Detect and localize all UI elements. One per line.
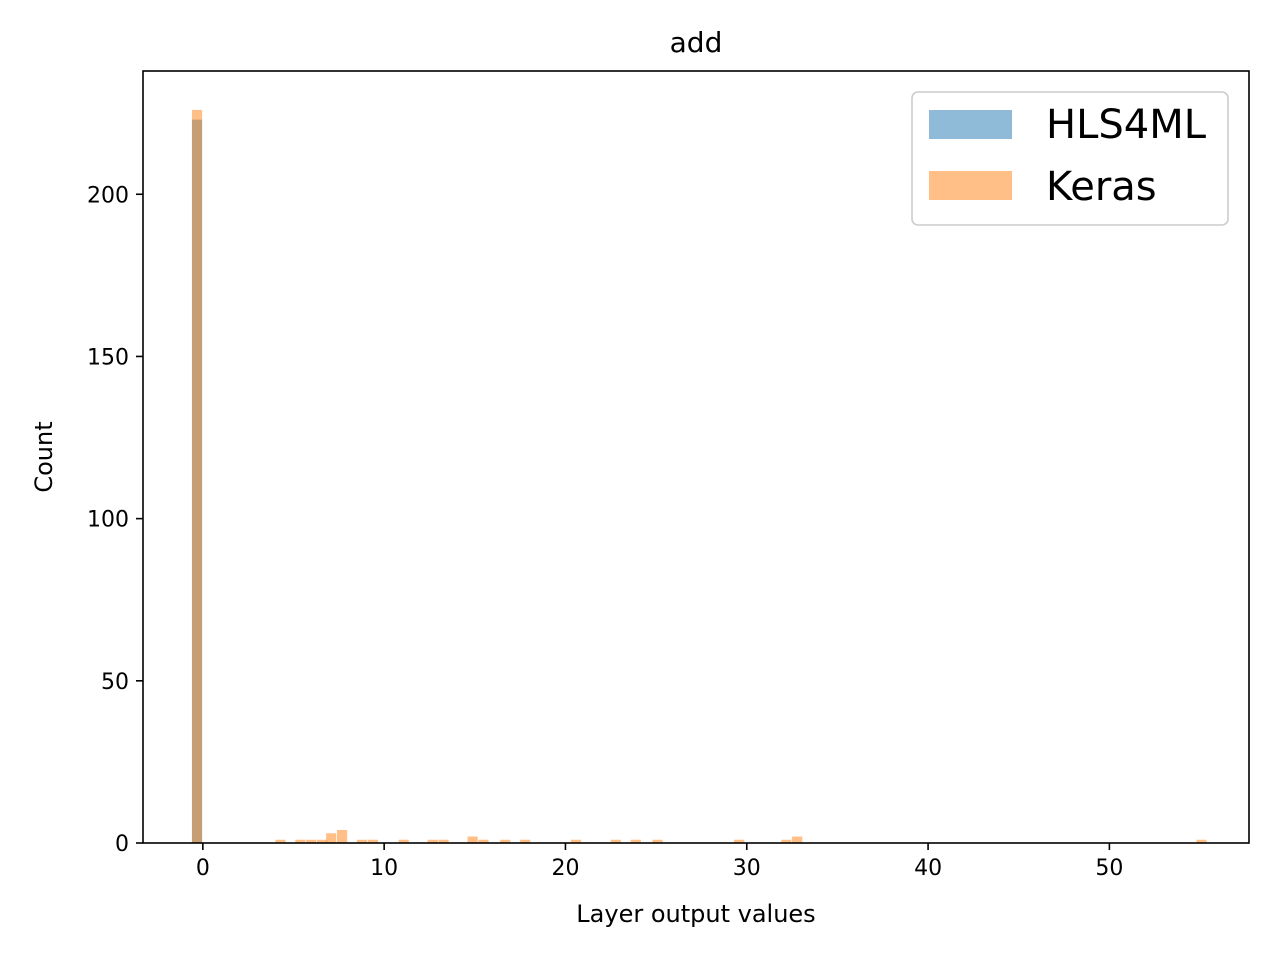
bar-keras-12 xyxy=(467,836,478,843)
x-tick-label: 30 xyxy=(733,856,761,881)
y-axis-label: Count xyxy=(30,421,58,492)
bar-keras-16 xyxy=(570,839,582,843)
bar-keras-6 xyxy=(337,830,348,843)
y-tick-label: 50 xyxy=(101,670,129,695)
x-axis: 0 10 20 30 40 50 xyxy=(196,843,1123,881)
bars-layer xyxy=(191,109,1207,844)
bar-keras-10 xyxy=(427,839,438,843)
bar-keras-22 xyxy=(792,836,803,843)
bar-keras-4 xyxy=(317,839,328,843)
bar-keras-23 xyxy=(1196,839,1207,843)
bar-keras-19 xyxy=(652,839,663,843)
y-tick-label: 0 xyxy=(115,832,129,857)
legend-label-hls4ml: HLS4ML xyxy=(1046,102,1207,148)
y-axis: 0 50 100 150 200 xyxy=(87,183,143,857)
bar-keras-13 xyxy=(478,839,489,843)
chart-title: add xyxy=(670,26,723,59)
bar-keras-3 xyxy=(306,839,317,843)
bar-keras-11 xyxy=(438,839,449,843)
bar-keras-21 xyxy=(781,839,792,843)
bar-keras-0 xyxy=(191,109,203,843)
bar-keras-2 xyxy=(295,839,306,843)
bar-keras-15 xyxy=(520,839,531,843)
x-tick-label: 10 xyxy=(370,856,398,881)
bar-keras-7 xyxy=(356,839,368,843)
bar-keras-18 xyxy=(630,839,641,843)
bar-keras-20 xyxy=(734,839,745,843)
x-tick-label: 0 xyxy=(196,856,210,881)
legend-label-keras: Keras xyxy=(1046,164,1157,210)
bar-keras-14 xyxy=(500,839,511,843)
y-tick-label: 150 xyxy=(87,345,129,370)
legend-swatch-keras xyxy=(929,171,1012,200)
bar-keras-5 xyxy=(326,833,337,843)
legend-swatch-hls4ml xyxy=(929,110,1012,139)
x-tick-label: 50 xyxy=(1095,856,1123,881)
bar-keras-9 xyxy=(398,839,409,843)
bar-keras-1 xyxy=(275,839,286,843)
x-tick-label: 40 xyxy=(914,856,942,881)
bar-keras-17 xyxy=(610,839,621,843)
bar-keras-8 xyxy=(367,839,378,843)
legend: HLS4ML Keras xyxy=(911,91,1229,226)
plot-frame xyxy=(142,70,1250,844)
x-tick-label: 20 xyxy=(551,856,579,881)
y-tick-label: 200 xyxy=(87,183,129,208)
y-tick-label: 100 xyxy=(87,508,129,533)
x-axis-label: Layer output values xyxy=(576,900,815,928)
